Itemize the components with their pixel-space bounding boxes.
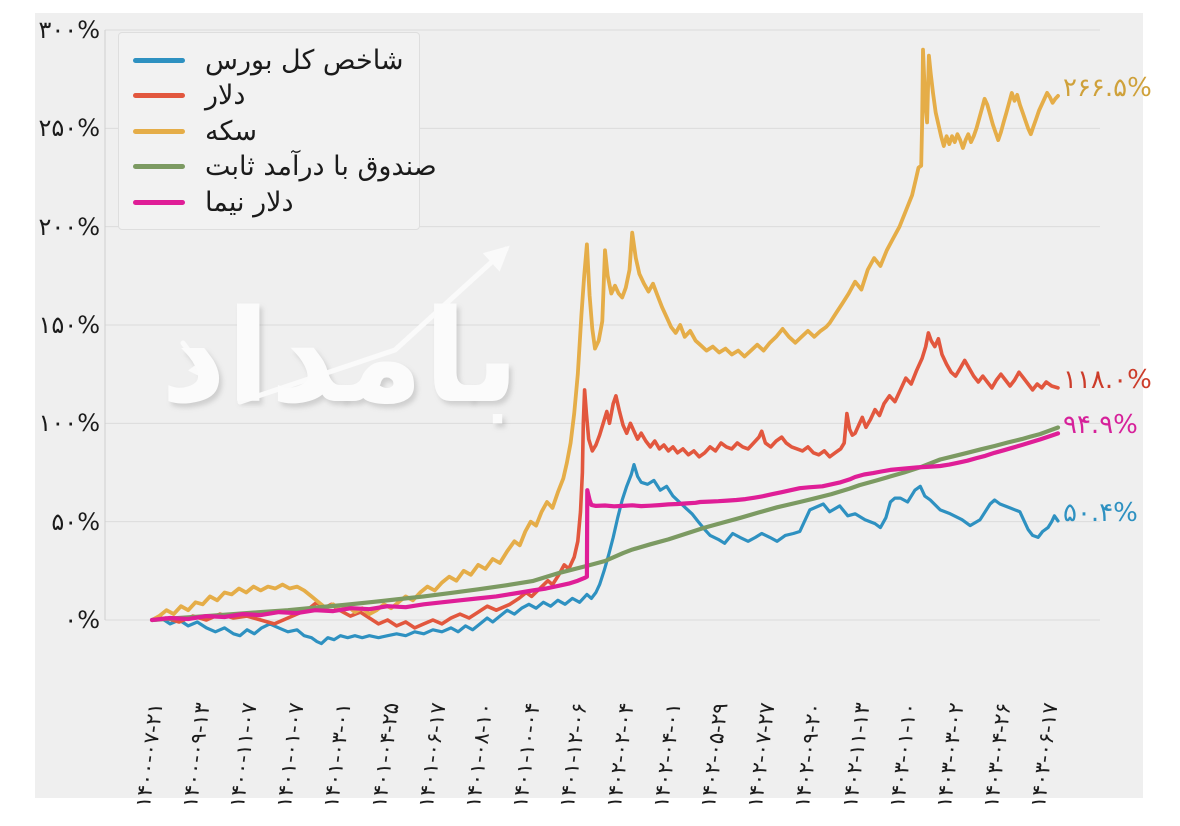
legend-item-fixed-income-fund: صندوق با درآمد ثابت [133,150,437,184]
legend-label-bourse-index: شاخص کل بورس [205,44,404,76]
series-end-label-coin: ۲۶۶.۵% [1063,72,1152,103]
y-tick-label: ۲۵۰% [38,114,100,143]
legend-item-coin: سکه [133,114,405,148]
legend-label-fixed-income-fund: صندوق با درآمد ثابت [205,151,437,182]
y-tick-label: ۳۰۰% [38,16,100,44]
series-end-label-nima-dollar: ۹۴.۹% [1063,410,1138,441]
series-end-label-dollar: ۱۱۸.۰% [1063,364,1152,395]
legend: شاخص کل بورس دلار سکه صندوق با درآمد ثابت دل… [118,32,437,230]
series-line-dollar [150,331,1060,630]
watermark-text: بامداد [160,283,520,432]
legend-label-coin: سکه [205,115,258,147]
legend-label-nima-dollar: دلار نیما [205,186,294,218]
legend-item-nima-dollar: دلار نیما [133,185,405,219]
y-tick-label: ۵۰% [51,507,100,536]
y-tick-label: ۲۰۰% [38,212,100,241]
series-line-coin [150,47,1060,622]
legend-item-dollar: دلار [133,79,405,113]
series-line-nima-dollar [149,431,1061,623]
legend-label-dollar: دلار [205,80,246,111]
series-lines [149,47,1061,646]
legend-swatch-bourse-index [133,57,185,63]
watermark-logo: بامداد [160,248,520,468]
legend-swatch-fixed-income-fund [133,164,185,169]
legend-swatch-nima-dollar [133,199,185,205]
legend-swatch-coin [133,128,185,134]
legend-item-bourse-index: شاخص کل بورس [133,43,405,77]
y-tick-label: ۱۰۰% [38,409,100,438]
watermark-down-arrow-icon [180,340,213,383]
series-end-label-bourse-index: ۵۰.۴% [1063,497,1138,528]
y-tick-label: ۰% [64,606,100,634]
series-line-bourse-index [150,463,1060,646]
legend-swatch-dollar [133,93,185,98]
series-line-fixed-income-fund [149,425,1061,623]
y-tick-label: ۱۵۰% [38,311,100,339]
watermark-up-arrow-icon [237,245,510,405]
